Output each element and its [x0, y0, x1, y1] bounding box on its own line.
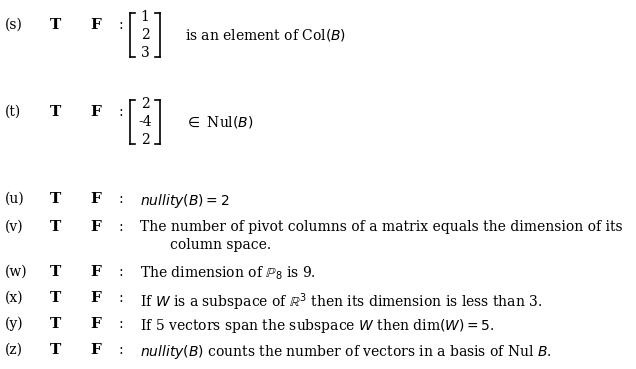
Text: F: F [90, 18, 101, 32]
Text: :: : [118, 265, 123, 279]
Text: -4: -4 [138, 115, 152, 129]
Text: (y): (y) [5, 317, 24, 331]
Text: :: : [118, 18, 123, 32]
Text: :: : [118, 317, 123, 331]
Text: $\mathit{nullity}(B)$ counts the number of vectors in a basis of Nul $B$.: $\mathit{nullity}(B)$ counts the number … [140, 343, 552, 361]
Text: 1: 1 [141, 10, 149, 24]
Text: T: T [50, 220, 61, 234]
Text: (s): (s) [5, 18, 23, 32]
Text: (w): (w) [5, 265, 27, 279]
Text: :: : [118, 192, 123, 206]
Text: T: T [50, 105, 61, 119]
Text: The number of pivot columns of a matrix equals the dimension of its: The number of pivot columns of a matrix … [140, 220, 623, 234]
Text: F: F [90, 220, 101, 234]
Text: If 5 vectors span the subspace $W$ then dim$(W) = 5$.: If 5 vectors span the subspace $W$ then … [140, 317, 495, 335]
Text: F: F [90, 265, 101, 279]
Text: 3: 3 [141, 46, 149, 60]
Text: :: : [118, 105, 123, 119]
Text: (u): (u) [5, 192, 25, 206]
Text: (v): (v) [5, 220, 24, 234]
Text: :: : [118, 291, 123, 305]
Text: $\mathit{nullity}(B) = 2$: $\mathit{nullity}(B) = 2$ [140, 192, 230, 210]
Text: F: F [90, 343, 101, 357]
Text: The dimension of $\mathbb{P}_8$ is 9.: The dimension of $\mathbb{P}_8$ is 9. [140, 265, 316, 282]
Text: T: T [50, 343, 61, 357]
Text: F: F [90, 317, 101, 331]
Text: T: T [50, 265, 61, 279]
Text: T: T [50, 18, 61, 32]
Text: F: F [90, 192, 101, 206]
Text: is an element of Col$(B)$: is an element of Col$(B)$ [185, 27, 346, 43]
Text: (t): (t) [5, 105, 21, 119]
Text: 2: 2 [141, 97, 149, 111]
Text: If $W$ is a subspace of $\mathbb{R}^3$ then its dimension is less than 3.: If $W$ is a subspace of $\mathbb{R}^3$ t… [140, 291, 543, 313]
Text: (z): (z) [5, 343, 23, 357]
Text: 2: 2 [141, 133, 149, 147]
Text: :: : [118, 220, 123, 234]
Text: 2: 2 [141, 28, 149, 42]
Text: T: T [50, 291, 61, 305]
Text: T: T [50, 317, 61, 331]
Text: $\in$ Nul$(B)$: $\in$ Nul$(B)$ [185, 114, 254, 130]
Text: (x): (x) [5, 291, 24, 305]
Text: F: F [90, 291, 101, 305]
Text: :: : [118, 343, 123, 357]
Text: column space.: column space. [170, 238, 271, 252]
Text: T: T [50, 192, 61, 206]
Text: F: F [90, 105, 101, 119]
